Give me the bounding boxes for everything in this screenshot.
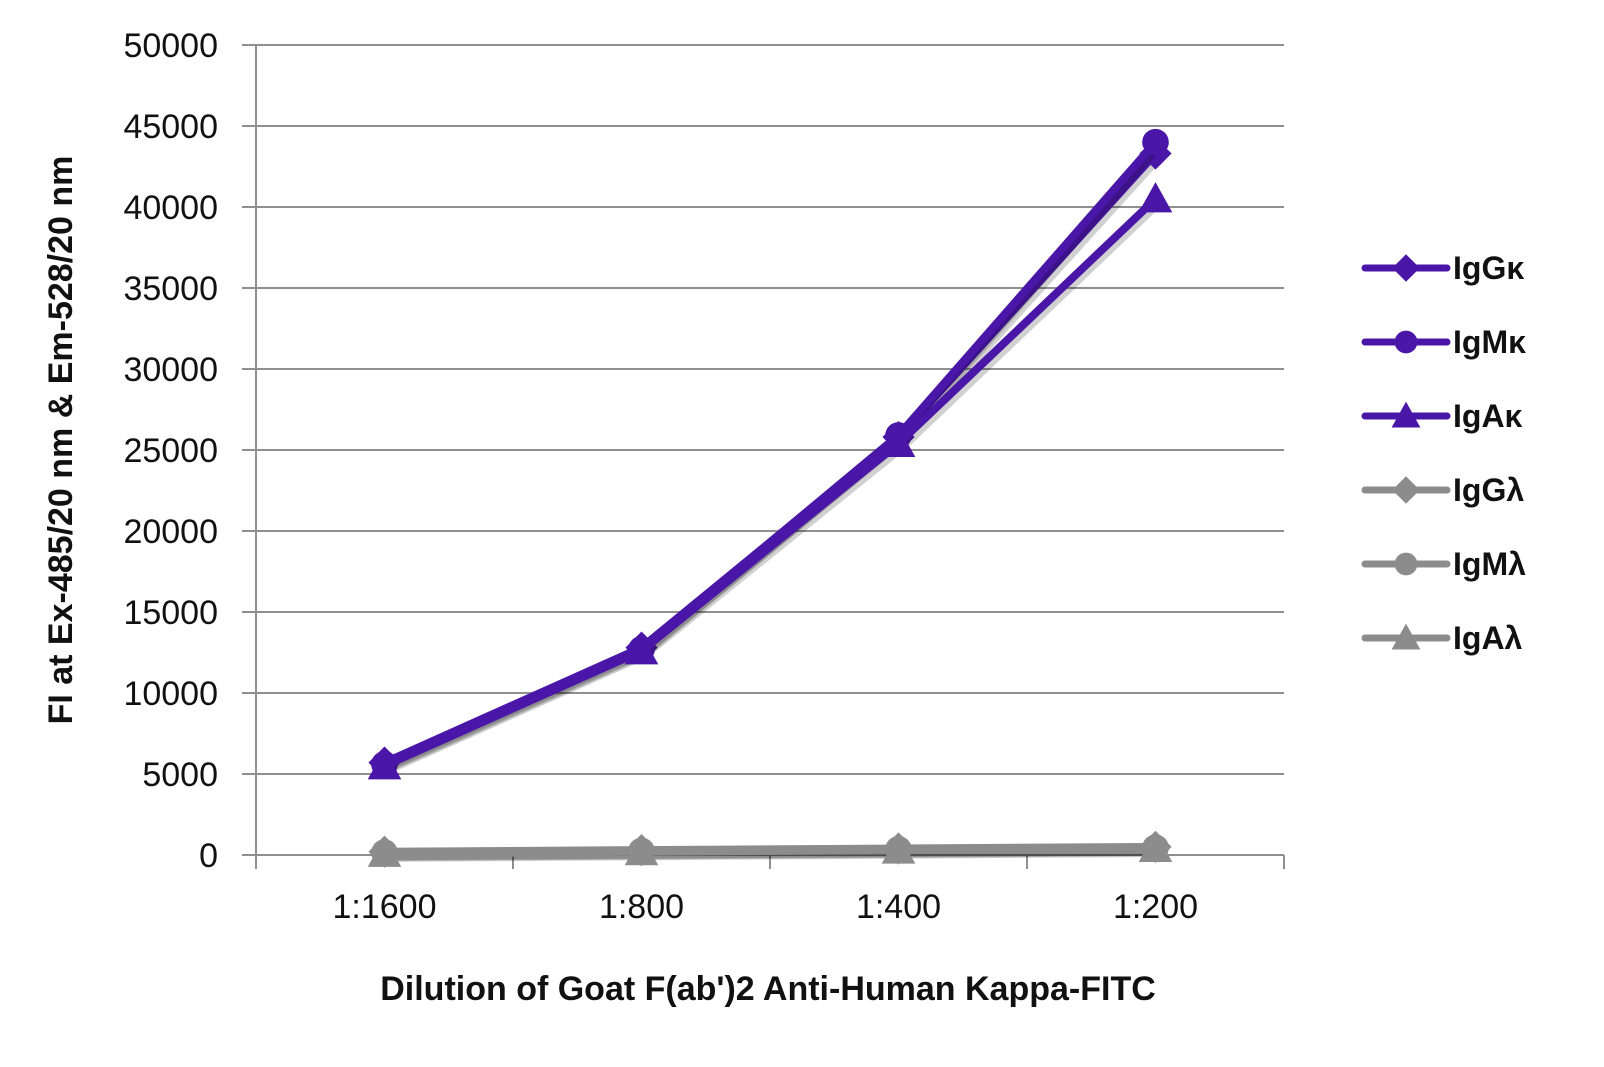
x-tick-label: 1:200 <box>1113 888 1198 926</box>
legend-item: IgAλ <box>1361 620 1523 656</box>
legend-label: IgGλ <box>1453 472 1524 508</box>
series-line-shadow <box>385 154 1162 771</box>
y-tick-label: 35000 <box>123 270 218 308</box>
legend-marker <box>1394 330 1418 354</box>
data-point <box>881 833 916 864</box>
series-line <box>380 149 1160 767</box>
data-point <box>367 749 402 780</box>
series-line <box>380 194 1160 770</box>
legend-item: IgMλ <box>1361 546 1526 582</box>
series-IgGκ <box>368 137 1172 779</box>
series-line <box>380 844 1160 858</box>
series-line-shadow <box>385 199 1162 775</box>
legend-marker <box>1392 476 1420 504</box>
gridlines <box>242 44 1284 775</box>
legend-label: IgMλ <box>1453 546 1526 582</box>
y-tick-label: 40000 <box>123 189 218 227</box>
legend-label: IgAκ <box>1453 398 1523 434</box>
legend: IgGκ IgMκ IgAκ IgGλ IgMλ IgAλ <box>1361 250 1526 656</box>
data-point <box>1138 831 1173 862</box>
legend-label: IgAλ <box>1453 620 1523 656</box>
series-IgAκ <box>367 182 1173 780</box>
x-tick-label: 1:800 <box>599 888 684 926</box>
y-tick-label: 30000 <box>123 351 218 389</box>
y-tick-label: 45000 <box>123 108 218 146</box>
legend-label: IgGκ <box>1453 250 1524 286</box>
x-tick-label: 1:400 <box>856 888 941 926</box>
y-tick-label: 50000 <box>123 27 218 65</box>
y-tick-label: 10000 <box>123 675 218 713</box>
legend-label: IgMκ <box>1453 324 1526 360</box>
data-point <box>881 426 916 457</box>
series-group <box>367 128 1173 868</box>
series-IgAλ <box>367 831 1173 867</box>
series-line <box>380 138 1160 769</box>
series-line-shadow <box>387 848 1159 862</box>
data-point <box>624 634 659 665</box>
y-tick-label: 5000 <box>142 756 218 794</box>
x-tick-labels: 1:1600 1:800 1:400 1:200 <box>333 888 1199 926</box>
y-tick-label: 25000 <box>123 432 218 470</box>
data-point <box>624 834 659 866</box>
legend-item: IgGλ <box>1361 472 1524 508</box>
y-tick-labels: 0 5000 10000 15000 20000 25000 30000 35000 40000… <box>123 27 218 875</box>
legend-marker <box>1394 552 1418 576</box>
y-axis-title: FI at Ex-485/20 nm & Em-528/20 nm <box>42 156 80 725</box>
x-tick-label: 1:1600 <box>333 888 437 926</box>
legend-item: IgGκ <box>1361 250 1524 286</box>
y-tick-label: 0 <box>199 837 218 875</box>
series-IgMκ <box>371 128 1169 778</box>
data-point <box>367 836 402 867</box>
legend-item: IgMκ <box>1361 324 1526 360</box>
legend-marker <box>1391 623 1421 650</box>
x-axis-title: Dilution of Goat F(ab')2 Anti-Human Kapp… <box>380 970 1156 1008</box>
data-point <box>1142 128 1169 156</box>
y-tick-label: 15000 <box>123 594 218 632</box>
legend-item: IgAκ <box>1361 398 1523 434</box>
y-tick-label: 20000 <box>123 513 218 551</box>
data-point <box>1138 182 1173 213</box>
legend-marker <box>1391 401 1421 428</box>
series-line-shadow <box>385 143 1162 773</box>
legend-marker <box>1392 254 1420 282</box>
